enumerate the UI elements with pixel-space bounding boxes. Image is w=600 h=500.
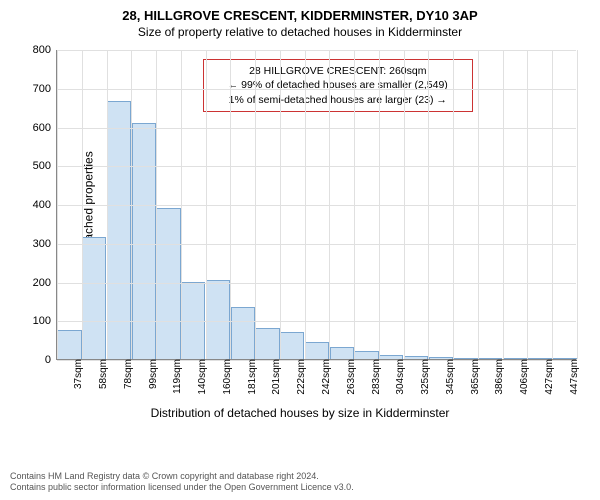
gridline-v [305,50,306,359]
x-tick-label: 365sqm [466,359,481,395]
histogram-bar [231,307,255,359]
footer-line-2: Contains public sector information licen… [10,482,354,494]
histogram-bar [330,347,354,359]
gridline-h [57,128,576,129]
plot-area: 28 HILLGROVE CRESCENT: 260sqm← 99% of de… [56,50,576,360]
y-tick-label: 200 [33,277,57,289]
x-tick-label: 119sqm [168,359,183,394]
gridline-v [82,50,83,359]
x-tick-label: 283sqm [367,359,382,395]
y-tick-label: 100 [33,315,57,327]
y-tick-label: 0 [45,354,57,366]
y-tick-label: 800 [33,44,57,56]
chart-area: Number of detached properties 28 HILLGRO… [0,44,600,424]
gridline-v [107,50,108,359]
gridline-v [255,50,256,359]
gridline-v [404,50,405,359]
gridline-h [57,166,576,167]
gridline-v [379,50,380,359]
histogram-bar [57,330,81,359]
gridline-v [206,50,207,359]
histogram-bar [280,332,304,359]
gridline-v [156,50,157,359]
x-tick-label: 140sqm [193,359,208,395]
gridline-v [428,50,429,359]
annotation-box: 28 HILLGROVE CRESCENT: 260sqm← 99% of de… [203,59,473,112]
gridline-v [354,50,355,359]
x-tick-label: 222sqm [292,359,307,395]
gridline-h [57,50,576,51]
histogram-bar [132,123,156,359]
x-tick-label: 201sqm [267,359,282,395]
gridline-v [329,50,330,359]
gridline-h [57,89,576,90]
x-tick-label: 447sqm [565,359,580,395]
x-tick-label: 37sqm [69,359,84,389]
histogram-bar [255,328,279,359]
x-tick-label: 325sqm [416,359,431,395]
gridline-v [552,50,553,359]
x-tick-label: 263sqm [342,359,357,395]
y-tick-label: 300 [33,238,57,250]
gridline-h [57,283,576,284]
gridline-v [503,50,504,359]
histogram-bar [305,342,329,359]
footer-line-1: Contains HM Land Registry data © Crown c… [10,471,354,483]
footer-attribution: Contains HM Land Registry data © Crown c… [10,471,354,494]
x-tick-label: 78sqm [119,359,134,389]
gridline-v [577,50,578,359]
gridline-v [478,50,479,359]
gridline-h [57,244,576,245]
y-tick-label: 400 [33,199,57,211]
x-tick-label: 304sqm [391,359,406,395]
chart-title-main: 28, HILLGROVE CRESCENT, KIDDERMINSTER, D… [0,0,600,23]
gridline-v [230,50,231,359]
y-tick-label: 700 [33,83,57,95]
gridline-h [57,205,576,206]
x-tick-label: 406sqm [515,359,530,395]
x-tick-label: 58sqm [94,359,109,389]
x-tick-label: 242sqm [317,359,332,395]
gridline-v [280,50,281,359]
x-tick-label: 181sqm [243,359,258,395]
x-tick-label: 160sqm [218,359,233,395]
x-tick-label: 345sqm [441,359,456,395]
histogram-bar [206,280,230,359]
x-tick-label: 386sqm [490,359,505,395]
y-tick-label: 500 [33,160,57,172]
gridline-v [57,50,58,359]
histogram-bar [354,351,378,359]
x-tick-label: 427sqm [540,359,555,395]
chart-title-sub: Size of property relative to detached ho… [0,23,600,39]
gridline-h [57,321,576,322]
gridline-v [131,50,132,359]
x-tick-label: 99sqm [144,359,159,389]
y-tick-label: 600 [33,122,57,134]
histogram-bar [82,237,106,359]
histogram-bar [181,282,205,360]
gridline-v [453,50,454,359]
gridline-v [527,50,528,359]
gridline-v [181,50,182,359]
x-axis-label: Distribution of detached houses by size … [0,406,600,420]
